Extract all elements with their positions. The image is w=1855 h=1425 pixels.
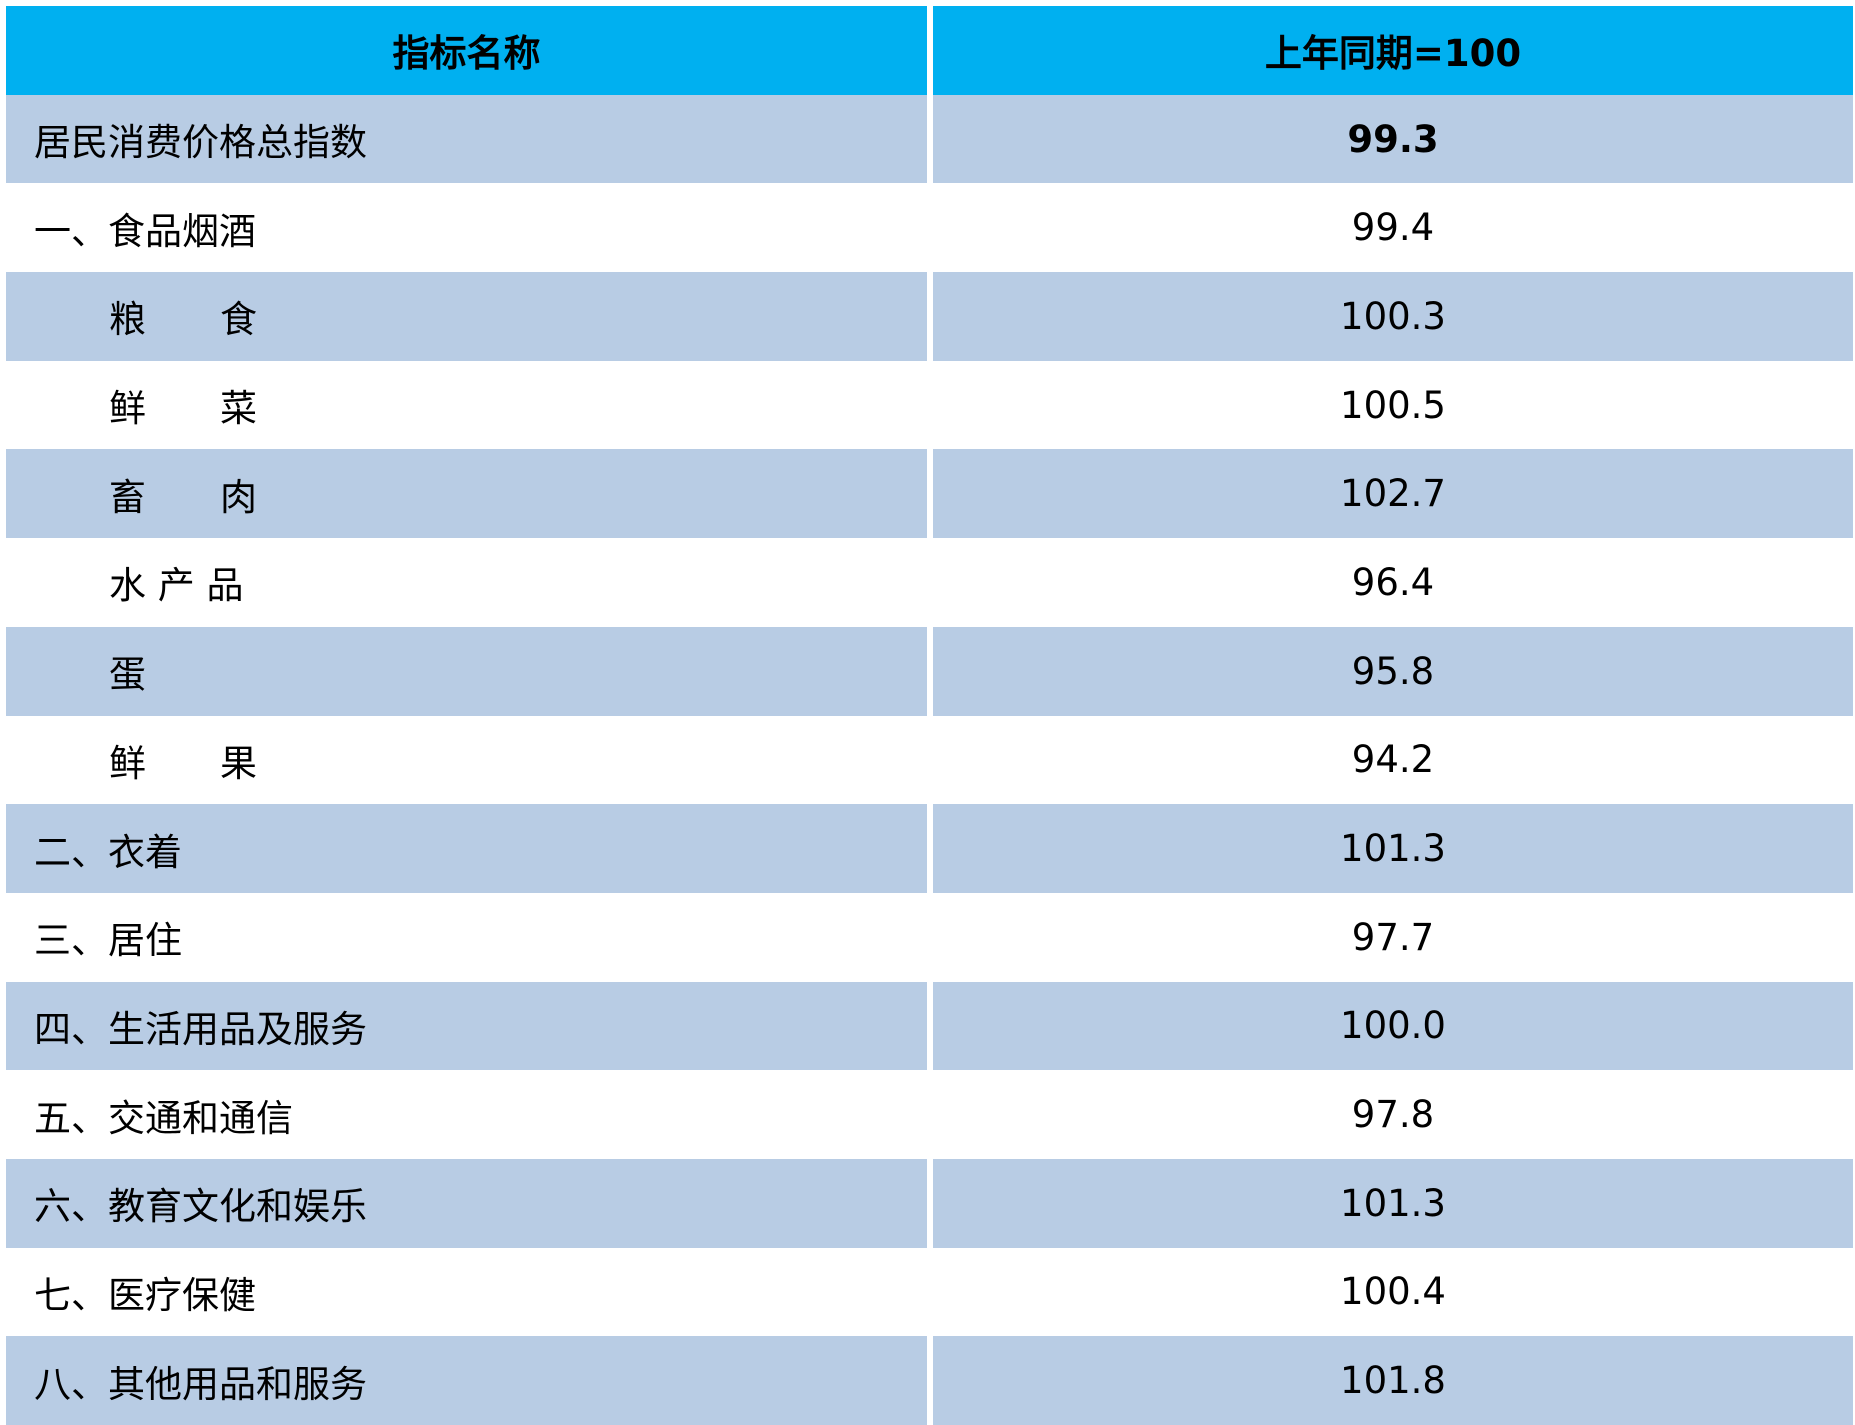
index-value: 101.3 [933,804,1853,893]
table-row: 粮 食 100.3 [6,272,1853,361]
table-row: 七、医疗保健 100.4 [6,1248,1853,1337]
table-row: 鲜 菜 100.5 [6,361,1853,450]
table-row: 蛋 95.8 [6,626,1853,716]
table-row: 二、衣着 101.3 [6,804,1853,893]
table-row: 水 产 品 96.4 [6,538,1853,627]
index-value: 102.7 [933,449,1853,539]
table-row: 四、生活用品及服务 100.0 [6,981,1853,1071]
index-value: 101.3 [933,1158,1853,1248]
indicator-name: 水 产 品 [109,564,244,608]
table: 指标名称 上年同期=100 居民消费价格总指数 99.3 一、食品烟酒 99.4 粮 食… [6,6,1853,1425]
table-row: 三、居住 97.7 [6,893,1853,982]
index-value: 100.0 [933,981,1853,1071]
index-value: 94.2 [1351,738,1435,782]
table-row: 八、其他用品和服务 101.8 [6,1336,1853,1425]
indicator-name: 七、医疗保健 [34,1273,256,1317]
indicator-name: 二、衣着 [6,804,927,893]
index-value: 99.4 [1351,206,1435,250]
table-row: 六、教育文化和娱乐 101.3 [6,1158,1853,1248]
indicator-name: 六、教育文化和娱乐 [6,1158,927,1248]
index-value: 100.5 [1340,383,1446,427]
indicator-name: 鲜 果 [109,741,257,785]
table-row: 居民消费价格总指数 99.3 [6,94,1853,184]
indicator-name: 粮 食 [6,272,927,361]
indicator-name: 四、生活用品及服务 [6,981,927,1071]
table-row: 五、交通和通信 97.8 [6,1070,1853,1159]
index-value: 97.7 [1351,915,1435,959]
table-row: 一、食品烟酒 99.4 [6,183,1853,272]
indicator-name: 蛋 [6,626,927,716]
index-value: 96.4 [1351,560,1435,604]
table-row: 鲜 果 94.2 [6,716,1853,805]
indicator-name: 畜 肉 [6,449,927,539]
indicator-name: 五、交通和通信 [34,1096,293,1140]
index-value: 100.4 [1340,1270,1446,1314]
index-value: 100.3 [933,272,1853,361]
index-value: 99.3 [933,94,1853,184]
index-value: 95.8 [933,626,1853,716]
indicator-name: 居民消费价格总指数 [6,94,927,184]
indicator-name: 一、食品烟酒 [34,209,256,253]
index-value: 97.8 [1351,1093,1435,1137]
header-row: 指标名称 上年同期=100 [6,6,1853,95]
index-value: 101.8 [933,1336,1853,1425]
header-cell: 上年同期=100 [933,6,1853,95]
indicator-name: 鲜 菜 [109,387,257,431]
indicator-name: 三、居住 [34,919,182,963]
table-row: 畜 肉 102.7 [6,449,1853,539]
header-cell: 指标名称 [6,6,927,95]
indicator-name: 八、其他用品和服务 [6,1336,927,1425]
